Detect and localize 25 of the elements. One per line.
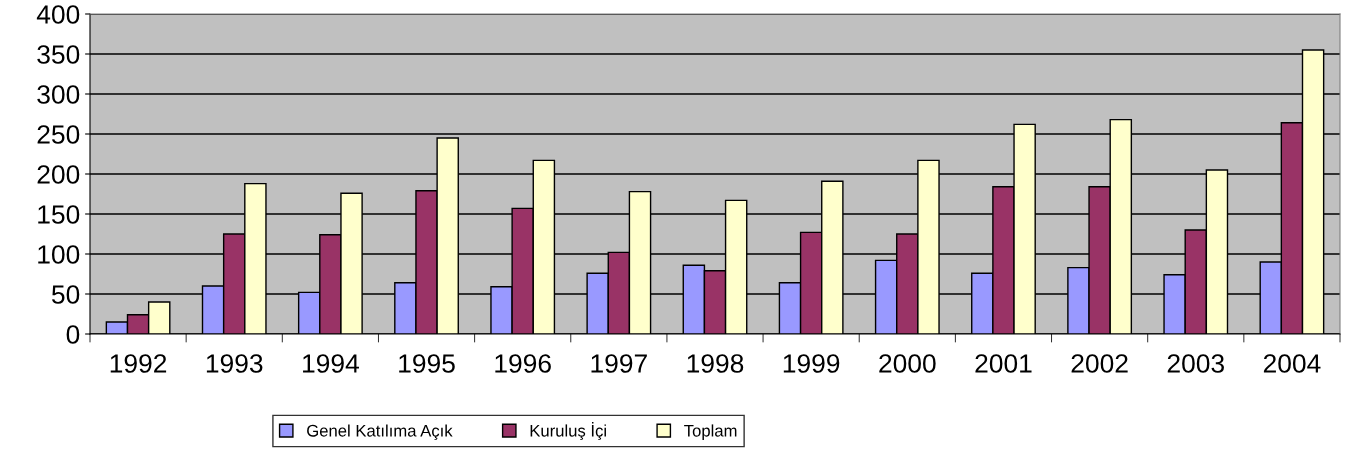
y-tick-label: 0 [66,325,80,344]
legend-label: Kuruluş İçi [530,422,606,440]
y-tick-label: 50 [51,285,80,304]
x-tick-label: 2004 [1263,354,1321,373]
y-tick-label: 200 [37,165,80,184]
x-tick-label: 1999 [783,354,840,373]
x-tick-label: 1995 [399,354,455,373]
x-tick-label: 1992 [110,354,167,373]
x-tick-label: 1997 [591,354,647,373]
x-tick-label: 2002 [1071,354,1128,373]
x-tick-label: 1993 [206,354,263,373]
legend-label: Toplam [684,424,737,440]
x-tick-label: 1998 [687,354,744,373]
y-tick-label: 350 [37,45,80,64]
y-tick-label: 150 [38,205,80,224]
x-tick-label: 2000 [879,354,936,373]
x-tick-label: 1994 [303,354,359,373]
legend-label: Genel Katılıma Açık [307,424,453,440]
x-tick-label: 2003 [1167,354,1224,373]
y-tick-label: 300 [37,85,80,104]
y-tick-label: 100 [38,245,80,264]
y-tick-label: 250 [37,125,80,144]
x-tick-label: 1996 [495,354,551,373]
x-tick-label: 2001 [975,354,1032,373]
y-tick-label: 400 [36,5,80,24]
